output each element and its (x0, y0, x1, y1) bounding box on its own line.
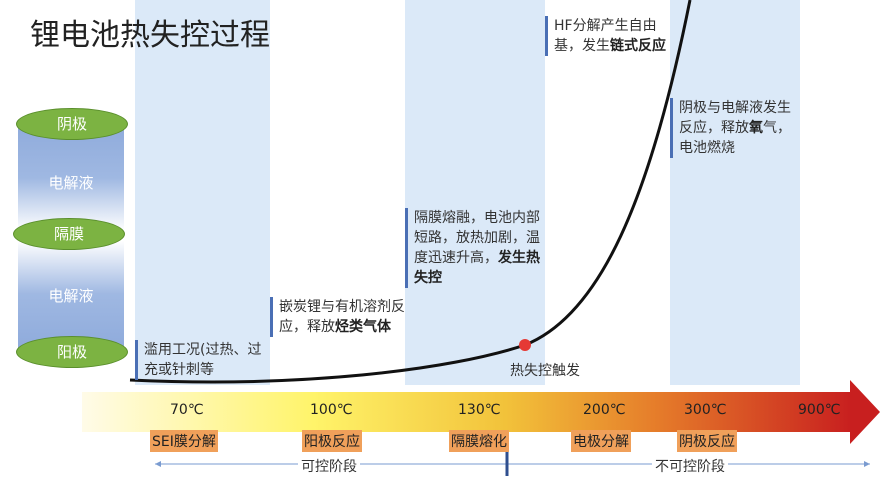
temperature-curve (129, 0, 692, 384)
electrolyte-label-upper: 电解液 (48, 174, 94, 192)
electrolyte-label-lower: 电解液 (48, 287, 94, 305)
temp-300: 300℃ (684, 402, 727, 418)
anode-label: 阳极 (16, 336, 128, 368)
stage-anode: 阳极反应 (302, 430, 362, 452)
stage-sei: SEI膜分解 (150, 430, 218, 452)
trigger-label: 热失控触发 (510, 363, 580, 379)
note-abuse: 滥用工况(过热、过充或针刺等 (135, 340, 269, 380)
temp-900: 900℃ (798, 402, 841, 418)
temp-100: 100℃ (310, 402, 353, 418)
phase-axis (155, 452, 870, 476)
temp-70: 70℃ (170, 402, 204, 418)
arrow-head (850, 380, 880, 444)
phase-controllable: 可控阶段 (298, 456, 360, 476)
stage-band-1 (135, 0, 270, 385)
temperature-arrow (82, 392, 852, 432)
stage-separator: 隔膜熔化 (449, 430, 509, 452)
cathode-label: 阴极 (16, 108, 128, 140)
stage-band-3 (670, 0, 800, 385)
stage-cathode: 阴极反应 (677, 430, 737, 452)
note-separator-melt: 隔膜熔融，电池内部短路，放热加剧，温度迅速升高，发生热失控 (405, 208, 544, 288)
separator-label: 隔膜 (13, 218, 125, 250)
trigger-point (519, 339, 531, 351)
temp-130: 130℃ (458, 402, 501, 418)
note-chain-reaction: HF分解产生自由基，发生链式反应 (545, 16, 672, 56)
note-anode-reaction: 嵌炭锂与有机溶剂反应，释放烃类气体 (270, 297, 407, 337)
note-cathode-reaction: 阴极与电解液发生反应，释放氧气，电池燃烧 (670, 98, 799, 158)
temp-200: 200℃ (583, 402, 626, 418)
curve-line (129, 0, 692, 384)
page-title: 锂电池热失控过程 (30, 18, 270, 53)
battery-cylinder: 阴极 电解液 隔膜 电解液 阳极 (13, 108, 128, 368)
stage-electrode: 电极分解 (571, 430, 631, 452)
stage-band-2 (405, 0, 545, 385)
phase-uncontrollable: 不可控阶段 (652, 456, 728, 476)
